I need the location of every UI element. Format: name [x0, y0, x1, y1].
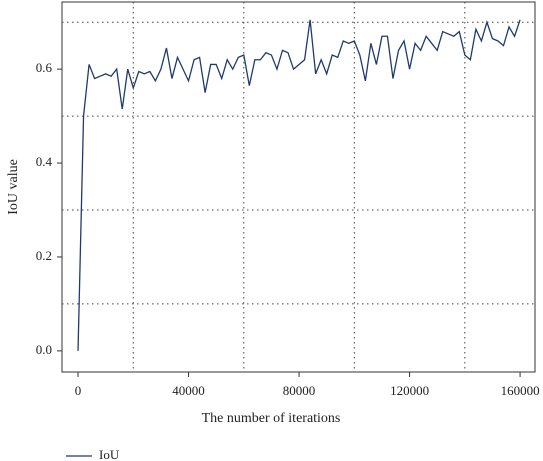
x-tick-label: 160000	[501, 383, 540, 398]
x-tick-label: 120000	[390, 383, 429, 398]
line-series	[77, 19, 521, 351]
x-tick-label: 80000	[283, 383, 316, 398]
x-tick-label: 40000	[172, 383, 205, 398]
legend-label: IoU	[99, 447, 120, 461]
y-tick-label: 0.6	[36, 60, 53, 75]
x-axis-label: The number of iterations	[202, 411, 341, 426]
y-axis-label: IoU value	[6, 159, 21, 215]
x-tick-label: 0	[75, 383, 82, 398]
plot-frame	[61, 1, 536, 373]
y-tick-label: 0.4	[36, 154, 53, 169]
y-tick-label: 0.2	[36, 248, 52, 263]
y-tick-label: 0.0	[36, 342, 52, 357]
